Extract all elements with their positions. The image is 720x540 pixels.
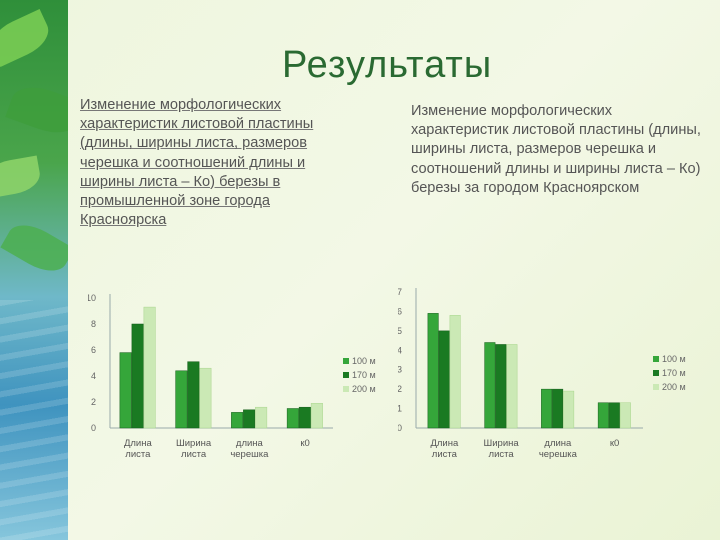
bar-3 [506, 344, 518, 429]
category-label: листа [489, 449, 515, 460]
y-tick-label: 6 [91, 345, 96, 355]
bar-1 [286, 408, 299, 429]
legend-label: 200 м [352, 384, 376, 394]
category-label: Ширина [484, 438, 520, 449]
legend-label: 170 м [352, 370, 376, 380]
category-label: черешка [230, 449, 269, 460]
bar-3 [310, 403, 323, 429]
legend-swatch [343, 358, 349, 364]
y-tick-label: 2 [398, 384, 402, 394]
bar-3 [563, 390, 575, 429]
y-tick-label: 5 [398, 326, 402, 336]
category-label: Длина [430, 438, 459, 449]
bar-2 [243, 409, 256, 429]
legend-label: 100 м [662, 354, 686, 364]
legend-label: 170 м [662, 368, 686, 378]
leaf-decoration [0, 216, 68, 280]
legend-label: 100 м [352, 356, 376, 366]
leaf-decoration [5, 79, 68, 141]
category-label: листа [181, 449, 207, 460]
bar-3 [255, 406, 268, 429]
bar-1 [541, 388, 553, 429]
category-label: черешка [539, 449, 578, 460]
bar-3 [619, 402, 631, 429]
category-label: длина [236, 438, 264, 449]
leaf-decoration [0, 9, 55, 67]
category-label: листа [125, 449, 151, 460]
bar-2 [187, 361, 200, 429]
chart-outside-city-svg: 01234567ДлиналистаШириналистадлиначерешк… [397, 287, 686, 460]
leaf-decoration [0, 155, 43, 199]
slide-title: Результаты [282, 44, 493, 86]
y-tick-label: 4 [398, 345, 402, 355]
bar-1 [427, 313, 439, 429]
y-tick-label: 0 [398, 423, 402, 433]
y-tick-label: 3 [398, 365, 402, 375]
water-decoration [0, 300, 68, 540]
legend-swatch [653, 356, 659, 362]
decorative-leaf-strip [0, 0, 68, 540]
category-label: Ширина [176, 438, 212, 449]
category-label: Длина [124, 438, 153, 449]
y-tick-label: 6 [398, 306, 402, 316]
chart-industrial-zone: 0 2 4 6 8 10 Длина листа Ширина листа длина черешка… [86, 284, 378, 474]
chart-industrial-zone-svg: 0246810ДлиналистаШириналистадлиначерешка… [86, 293, 376, 460]
chart-outside-city: 0 1 2 3 4 5 6 7 Длина листа Ширина листа длина черешк… [397, 282, 690, 474]
category-label: длина [544, 438, 572, 449]
bar-2 [438, 330, 450, 429]
bar-1 [484, 342, 496, 429]
bar-2 [608, 402, 620, 429]
y-tick-label: 7 [398, 287, 402, 297]
y-tick-label: 0 [91, 423, 96, 433]
bar-3 [143, 306, 156, 429]
y-tick-label: 4 [91, 371, 96, 381]
bar-2 [552, 388, 564, 429]
category-label: листа [432, 449, 458, 460]
bar-3 [199, 367, 212, 429]
legend-swatch [343, 372, 349, 378]
y-tick-label: 10 [88, 293, 96, 303]
bar-1 [231, 412, 244, 429]
bar-3 [449, 315, 461, 429]
bar-2 [495, 344, 507, 429]
y-tick-label: 1 [398, 404, 402, 414]
legend-label: 200 м [662, 382, 686, 392]
bar-2 [131, 323, 144, 429]
right-description: Изменение морфологических характеристик … [411, 103, 701, 196]
legend-swatch [653, 384, 659, 390]
bar-1 [597, 402, 609, 429]
category-label: к0 [610, 438, 619, 449]
left-description: Изменение морфологических характеристик … [80, 97, 314, 229]
bar-1 [175, 370, 188, 429]
legend-swatch [343, 386, 349, 392]
y-tick-label: 8 [91, 319, 96, 329]
bar-1 [119, 352, 132, 429]
bar-2 [298, 406, 311, 429]
category-label: к0 [300, 438, 309, 449]
legend-swatch [653, 370, 659, 376]
y-tick-label: 2 [91, 397, 96, 407]
